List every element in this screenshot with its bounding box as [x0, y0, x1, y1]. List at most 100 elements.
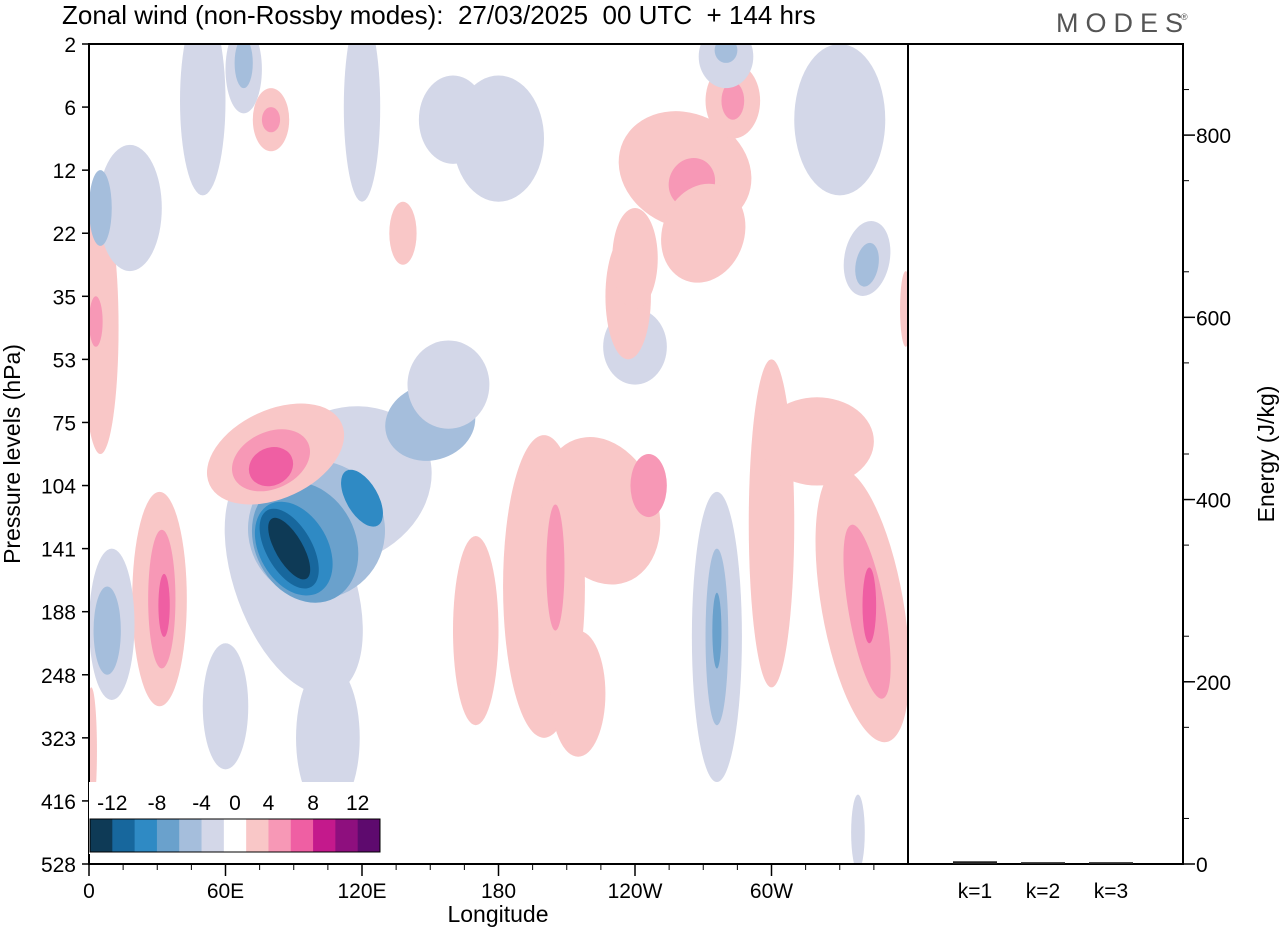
energy-axis-title: Energy (J/kg) [1253, 386, 1279, 523]
field-contour-45 [89, 170, 112, 246]
field-contour-44 [98, 144, 162, 272]
energy-frame [907, 43, 1184, 865]
field-contour-20 [712, 592, 722, 669]
colorbar-label-4: 4 [263, 792, 275, 815]
y-tick-label-9: 188 [41, 602, 76, 625]
energy-tick-label-2: 400 [1196, 490, 1231, 513]
colorbar-label-6: 12 [346, 792, 369, 815]
y-tick-label-1: 6 [64, 97, 76, 120]
y-axis-title: Pressure levels (hPa) [0, 344, 25, 564]
field-contour-15 [158, 573, 170, 637]
x-tick-label-4: 120W [608, 880, 663, 903]
colorbar-label-2: -4 [192, 792, 211, 815]
field-contour-12 [248, 446, 294, 487]
y-tick-label-2: 12 [53, 160, 76, 183]
colorbar-swatch-9 [290, 819, 314, 852]
field-contour-54 [550, 630, 606, 757]
y-tick-label-6: 75 [53, 412, 76, 435]
colorbar-label-0: -12 [97, 792, 127, 815]
colorbar-swatch-1 [112, 819, 136, 852]
field-contour-39 [234, 44, 253, 89]
energy-axis: 0 200 400 600 800 [1183, 89, 1231, 877]
field-contour-59 [794, 44, 886, 196]
x-axis-title: Longitude [447, 901, 548, 927]
x-tick-label-3: 180 [481, 880, 516, 903]
field-contour-61 [418, 75, 488, 164]
energy-bar-label-1: k=2 [1026, 880, 1060, 903]
energy-bar-2 [1089, 862, 1133, 864]
field-contour-63 [389, 201, 417, 265]
field-contour-33 [721, 81, 745, 120]
field-contour-55 [851, 794, 865, 864]
colorbar-swatch-7 [246, 819, 269, 852]
energy-tick-label-0: 0 [1196, 854, 1208, 877]
y-tick-label-5: 53 [53, 349, 76, 372]
field-contour-37 [261, 107, 281, 133]
field-contour-29 [760, 397, 874, 486]
x-tick-label-2: 120E [337, 880, 386, 903]
field-contour-40 [698, 44, 754, 89]
y-axis: 2 6 12 22 35 53 75 104 141 188 248 323 416 528 [41, 34, 89, 877]
colorbar: -12 -8 -4 0 4 8 12 [89, 782, 381, 854]
x-tick-label-1: 60E [207, 880, 244, 903]
colorbar-label-1: -8 [148, 792, 167, 815]
field-contour-50 [407, 340, 490, 429]
field-contour-25 [541, 437, 661, 585]
x-axis: 0 60E 120E 180 120W 60W [83, 864, 875, 903]
field-contour-56 [89, 687, 97, 814]
colorbar-swatch-5 [201, 819, 225, 852]
field-contour-7 [341, 469, 383, 527]
y-tick-label-8: 141 [41, 539, 76, 562]
field-contour-23 [862, 567, 877, 644]
field-contour-52 [202, 643, 249, 770]
energy-bar-label-0: k=1 [958, 880, 992, 903]
colorbar-border [89, 818, 381, 853]
colorbar-label-5: 8 [307, 792, 319, 815]
field-contour-60 [343, 44, 381, 202]
field-contour-27 [546, 504, 565, 631]
field-contour-41 [714, 44, 738, 63]
colorbar-swatch-8 [268, 819, 292, 852]
y-tick-label-3: 22 [53, 223, 76, 246]
field-contour-53 [453, 536, 499, 726]
field-contour-26 [630, 454, 667, 518]
energy-bar-0 [953, 861, 997, 864]
x-tick-label-0: 0 [83, 880, 95, 903]
y-tick-label-11: 323 [41, 728, 76, 751]
colorbar-swatch-4 [179, 819, 203, 852]
energy-bar-1 [1021, 862, 1065, 864]
field-contour-51 [296, 662, 360, 814]
field-contour-6 [268, 517, 311, 580]
colorbar-swatch-10 [313, 819, 336, 852]
field-contour-62 [612, 208, 658, 309]
field-contour-43 [89, 296, 103, 347]
heatmap-field [89, 44, 908, 864]
y-tick-label-0: 2 [64, 34, 76, 57]
field-contour-35 [855, 242, 879, 287]
energy-tick-label-1: 200 [1196, 672, 1231, 695]
field-contour-57 [900, 271, 908, 347]
y-tick-label-4: 35 [53, 286, 76, 309]
registered-mark: ® [1181, 12, 1188, 22]
colorbar-swatch-2 [134, 819, 158, 852]
field-contour-17 [93, 586, 121, 675]
energy-tick-label-4: 800 [1196, 125, 1231, 148]
y-tick-label-13: 528 [41, 854, 76, 877]
energy-bars: k=1 k=2 k=3 [953, 861, 1133, 903]
field-contour-48 [661, 183, 746, 283]
colorbar-label-3: 0 [229, 792, 241, 815]
colorbar-swatch-0 [90, 819, 113, 852]
y-tick-label-10: 248 [41, 665, 76, 688]
colorbar-swatch-6 [223, 819, 247, 852]
colorbar-swatch-3 [156, 819, 180, 852]
energy-tick-label-3: 600 [1196, 307, 1231, 330]
field-contour-58 [180, 44, 226, 196]
colorbar-swatch-11 [335, 819, 359, 852]
modes-logo: MODES [1056, 8, 1191, 38]
x-tick-label-5: 60W [750, 880, 793, 903]
colorbar-swatch-12 [357, 819, 381, 852]
chart-title: Zonal wind (non-Rossby modes): 27/03/202… [62, 0, 816, 30]
y-tick-label-12: 416 [41, 791, 76, 814]
field-contour-42 [89, 201, 119, 454]
